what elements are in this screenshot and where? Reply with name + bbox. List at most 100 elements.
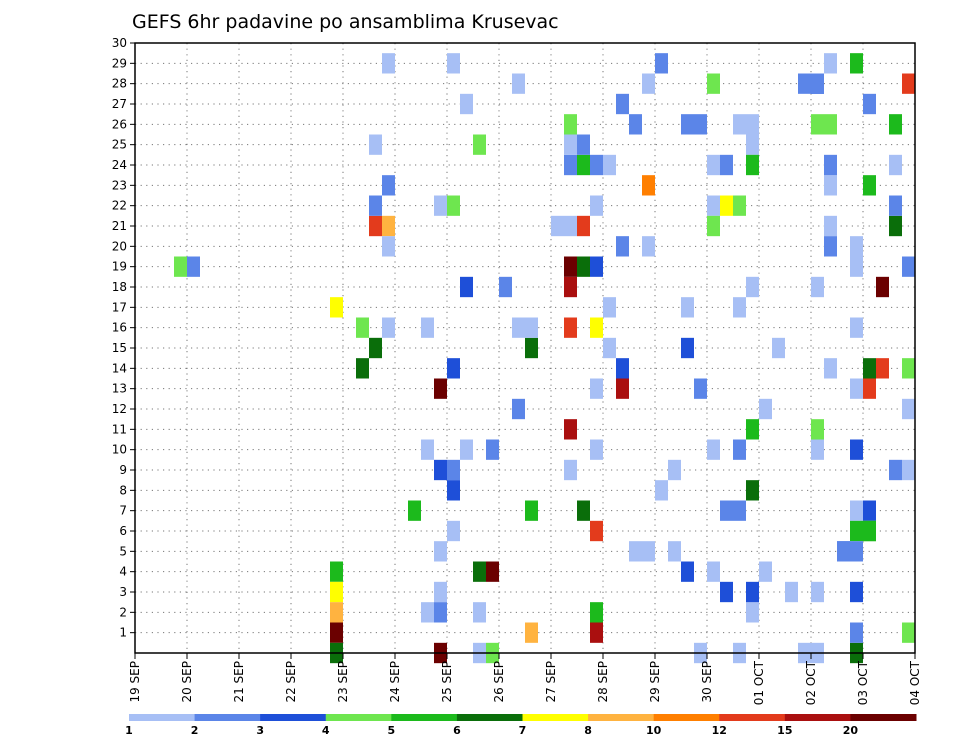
heatmap-cell [486, 561, 499, 582]
heatmap-cell [811, 419, 824, 440]
x-tick-label: 02 OCT [804, 660, 818, 705]
heatmap-cell [668, 459, 681, 481]
heatmap-cell [681, 297, 694, 318]
heatmap-cell [824, 154, 837, 176]
y-tick-label: 13 [112, 382, 127, 396]
colorbar-label: 6 [453, 724, 461, 737]
x-axis-ticks: 19 SEP 20 SEP 21 SEP 22 SEP 23 SEP 24 SEP 25 S… [128, 653, 922, 705]
heatmap-cell [863, 93, 876, 115]
heatmap-cell [603, 297, 616, 318]
heatmap-cell [382, 215, 395, 237]
heatmap-cell [642, 73, 655, 94]
heatmap-cell [551, 215, 564, 237]
heatmap-cell [382, 236, 395, 257]
heatmap-cell [187, 256, 200, 277]
x-tick-label: 24 SEP [388, 661, 402, 703]
y-tick-label: 19 [112, 260, 127, 274]
heatmap-cell [850, 317, 863, 338]
heatmap-cell [746, 581, 759, 603]
heatmap-cell [603, 154, 616, 176]
heatmap-cell [590, 602, 603, 623]
heatmap-cell [577, 134, 590, 155]
colorbar-swatch [719, 714, 786, 721]
heatmap-cell [525, 317, 538, 338]
heatmap-cell [720, 154, 733, 176]
heatmap-cell [369, 337, 382, 359]
heatmap-cell [707, 439, 720, 460]
heatmap-cell [434, 195, 447, 216]
y-axis-ticks: 1234567891011121314151617181920212223242… [112, 36, 135, 640]
heatmap-cell [655, 480, 668, 501]
heatmap-cell [850, 236, 863, 257]
heatmap-cell [447, 53, 460, 74]
heatmap-cell [356, 358, 369, 379]
heatmap-cell [850, 520, 863, 542]
heatmap-cell [746, 114, 759, 135]
y-tick-label: 12 [112, 402, 127, 416]
x-tick-label: 23 SEP [336, 661, 350, 703]
heatmap-cell [434, 541, 447, 562]
heatmap-cell [811, 276, 824, 298]
heatmap-cell [174, 256, 187, 277]
x-tick-label: 21 SEP [232, 661, 246, 703]
heatmap-cell [785, 581, 798, 603]
heatmap-cell [525, 500, 538, 521]
heatmap-cell [902, 256, 915, 277]
heatmap-cell [863, 500, 876, 521]
heatmap-cell [369, 215, 382, 237]
colorbar-label: 3 [256, 724, 264, 737]
heatmap-cell [356, 317, 369, 338]
heatmap-cell [330, 602, 343, 623]
heatmap-cell [902, 398, 915, 420]
x-tick-label: 04 OCT [908, 660, 922, 705]
heatmap-cell [850, 439, 863, 460]
y-tick-label: 24 [112, 158, 127, 172]
y-tick-label: 6 [119, 524, 127, 538]
heatmap-cell [642, 175, 655, 196]
x-tick-label: 29 SEP [648, 661, 662, 703]
heatmap-cell [525, 622, 538, 643]
heatmap-cell [564, 134, 577, 155]
colorbar-label: 10 [646, 724, 662, 737]
heatmap-cell [694, 114, 707, 135]
y-tick-label: 26 [112, 117, 127, 131]
colorbar-swatch [522, 714, 589, 721]
colorbar-label: 2 [191, 724, 199, 737]
heatmap-cell [460, 276, 473, 298]
heatmap-cell [486, 439, 499, 460]
y-tick-label: 7 [119, 504, 127, 518]
heatmap-cell [590, 378, 603, 399]
heatmap-cell [668, 541, 681, 562]
heatmap-cell [694, 378, 707, 399]
heatmap-cell [590, 154, 603, 176]
heatmap-cell [447, 195, 460, 216]
y-tick-label: 22 [112, 199, 127, 213]
heatmap-cell [811, 114, 824, 135]
heatmap-cell [629, 114, 642, 135]
heatmap-cell [330, 581, 343, 603]
heatmap-cell [733, 297, 746, 318]
y-tick-label: 10 [112, 443, 127, 457]
heatmap-cell [590, 256, 603, 277]
heatmap-cell [707, 73, 720, 94]
heatmap-cell [707, 215, 720, 237]
heatmap-cell [590, 520, 603, 542]
heatmap-cell [330, 622, 343, 643]
heatmap-cell [447, 358, 460, 379]
heatmap-cell [382, 317, 395, 338]
colorbar-label: 15 [777, 724, 792, 737]
heatmap-cell [902, 622, 915, 643]
heatmap-cell [733, 439, 746, 460]
heatmap-cell [369, 134, 382, 155]
colorbar-swatch [391, 714, 458, 721]
colorbar-legend: 1 2 3 4 5 6 7 8 10 12 15 20 [125, 714, 917, 737]
y-tick-label: 9 [119, 463, 127, 477]
colorbar-swatch [325, 714, 392, 721]
heatmap-cell [720, 195, 733, 216]
heatmap-cell [733, 500, 746, 521]
heatmap-cell [863, 378, 876, 399]
y-tick-label: 8 [119, 483, 127, 497]
heatmap-cell [473, 602, 486, 623]
colorbar-label: 7 [519, 724, 527, 737]
grid-lines [135, 43, 915, 653]
